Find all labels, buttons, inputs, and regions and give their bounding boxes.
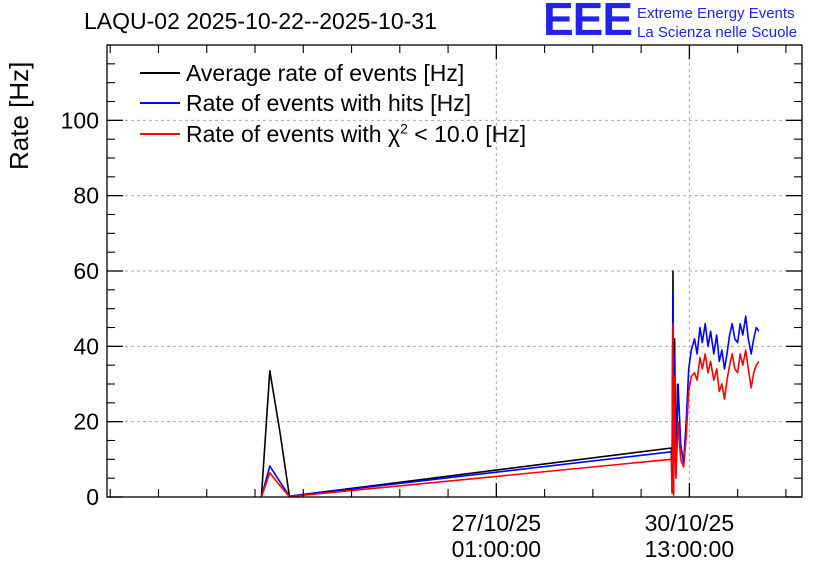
y-axis-label: Rate [Hz]	[4, 61, 34, 170]
chart-title: LAQU-02 2025-10-22--2025-10-31	[84, 8, 437, 34]
plot-frame	[106, 44, 803, 498]
y-tick-label: 0	[86, 484, 99, 510]
legend-label-chi2-prefix: Rate of events with	[186, 121, 388, 147]
logo-caption-line1: Extreme Energy Events	[637, 5, 795, 22]
y-tick-label: 20	[73, 409, 99, 435]
legend-entry-average: Average rate of events [Hz]	[186, 60, 464, 87]
x-tick-label-time: 01:00:00	[452, 536, 542, 562]
legend-label-chi2-sup: 2	[400, 120, 408, 137]
legend-label-average: Average rate of events [Hz]	[186, 60, 465, 86]
series-line-0	[260, 270, 679, 498]
grid-lines	[107, 45, 802, 497]
x-tick-label-date: 30/10/25	[645, 510, 735, 536]
x-tick-label-date: 27/10/25	[452, 510, 542, 536]
legend-entry-chi2: Rate of events with χ2 < 10.0 [Hz]	[186, 121, 526, 148]
eee-logo: EEE	[543, 0, 633, 45]
series-line-2	[260, 322, 760, 498]
legend-label-chi2-symbol: χ	[388, 121, 401, 147]
legend-label-hits: Rate of events with hits [Hz]	[186, 90, 472, 116]
legend-swatches	[140, 72, 180, 135]
y-tick-label: 60	[73, 258, 99, 284]
logo-caption-line2: La Scienza nelle Scuole	[637, 24, 798, 41]
y-tick-label: 100	[61, 107, 99, 133]
legend-entry-hits: Rate of events with hits [Hz]	[186, 90, 471, 117]
y-tick-label: 40	[73, 333, 99, 359]
axis-ticks	[107, 44, 802, 498]
y-tick-label: 80	[73, 183, 99, 209]
series-lines	[260, 270, 760, 498]
x-tick-label-time: 13:00:00	[645, 536, 735, 562]
legend-label-chi2-suffix: < 10.0 [Hz]	[407, 121, 527, 147]
